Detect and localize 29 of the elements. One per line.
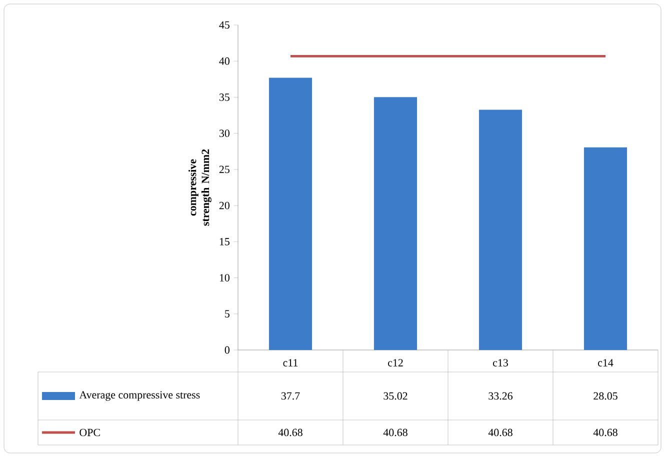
- bar: [374, 97, 418, 350]
- y-tick-label: 35: [219, 94, 230, 101]
- data-label: 35.02: [384, 392, 408, 400]
- data-label: 28.05: [594, 392, 618, 400]
- bar: [268, 78, 312, 350]
- y-tick-label: 0: [224, 346, 230, 354]
- data-label: 40.68: [488, 428, 512, 436]
- data-label: 40.68: [593, 428, 618, 436]
- data-label: 40.68: [383, 428, 408, 436]
- y-axis-title: compressive strength N/mm2: [188, 149, 212, 226]
- x-tick-label: c11: [283, 359, 298, 366]
- bar: [478, 110, 522, 350]
- legend-label: Average compressive stress: [79, 391, 200, 401]
- y-tick-label: 25: [219, 166, 230, 174]
- y-tick-label: 40: [219, 57, 230, 65]
- x-tick-label: c12: [388, 359, 403, 366]
- y-tick-label: 15: [220, 238, 230, 246]
- x-tick-label: c14: [598, 359, 614, 366]
- data-label: 33.26: [488, 392, 513, 400]
- y-tick-label: 30: [219, 130, 230, 138]
- data-label: 40.68: [278, 428, 302, 436]
- x-tick-label: c13: [493, 359, 508, 366]
- data-label: 37.7: [281, 392, 300, 400]
- legend-label: OPC: [80, 428, 100, 436]
- y-tick-label: 10: [220, 274, 230, 282]
- y-tick-label: 20: [219, 202, 230, 210]
- y-tick-label: 5: [225, 310, 230, 318]
- bar: [584, 147, 628, 350]
- y-tick-label: 45: [219, 21, 230, 29]
